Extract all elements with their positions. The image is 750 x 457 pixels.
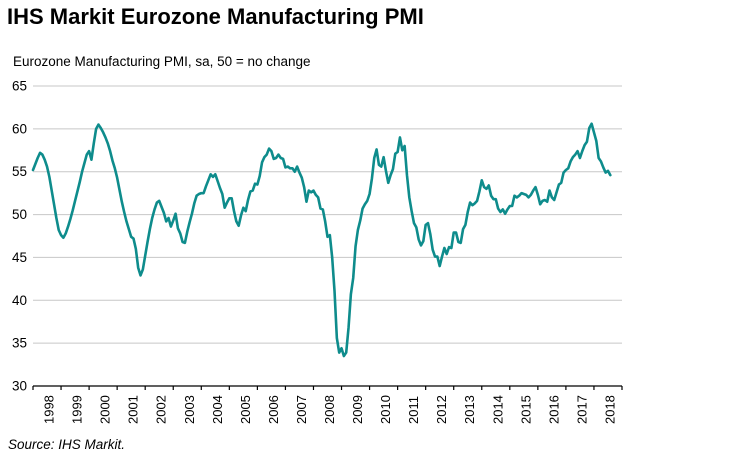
x-axis-label-1998: 1998	[42, 395, 57, 424]
y-axis-label-60: 60	[12, 121, 27, 136]
x-axis-label-2014: 2014	[490, 395, 505, 424]
x-axis-label-1999: 1999	[70, 395, 85, 424]
x-axis-label-2007: 2007	[294, 395, 309, 424]
x-axis-label-2015: 2015	[518, 395, 533, 424]
x-axis-label-2013: 2013	[462, 395, 477, 424]
y-axis-label-45: 45	[12, 250, 27, 265]
x-axis-label-2011: 2011	[406, 396, 421, 424]
x-axis-label-2001: 2001	[126, 395, 141, 424]
y-axis-label-65: 65	[12, 79, 27, 94]
x-axis-label-2008: 2008	[322, 395, 337, 424]
pmi-series-line	[31, 122, 612, 358]
y-axis-label-50: 50	[12, 207, 27, 222]
y-axis-label-30: 30	[12, 379, 27, 394]
x-axis-label-2012: 2012	[434, 395, 449, 424]
y-axis-label-55: 55	[12, 164, 27, 179]
x-axis-label-2002: 2002	[154, 395, 169, 424]
x-axis-label-2006: 2006	[266, 395, 281, 424]
source-note: Source: IHS Markit.	[8, 437, 126, 452]
x-axis-label-2017: 2017	[574, 395, 589, 424]
x-axis-label-2003: 2003	[182, 395, 197, 424]
pmi-line-chart: 30 35 40 45 50 55 60 65 1998 1999 2000 2001 2002 2003…	[12, 79, 623, 424]
x-axis-label-2010: 2010	[378, 395, 393, 424]
chart-subtitle: Eurozone Manufacturing PMI, sa, 50 = no …	[13, 54, 311, 69]
page-title: IHS Markit Eurozone Manufacturing PMI	[7, 4, 424, 29]
x-axis-label-2005: 2005	[238, 395, 253, 424]
x-axis-label-2016: 2016	[546, 395, 561, 424]
x-axis-label-2009: 2009	[350, 395, 365, 424]
x-axis-label-2004: 2004	[210, 395, 225, 424]
x-axis-label-2000: 2000	[98, 395, 113, 424]
y-axis-label-40: 40	[12, 293, 27, 308]
y-axis-label-35: 35	[12, 336, 27, 351]
x-axis-label-2018: 2018	[602, 395, 617, 424]
